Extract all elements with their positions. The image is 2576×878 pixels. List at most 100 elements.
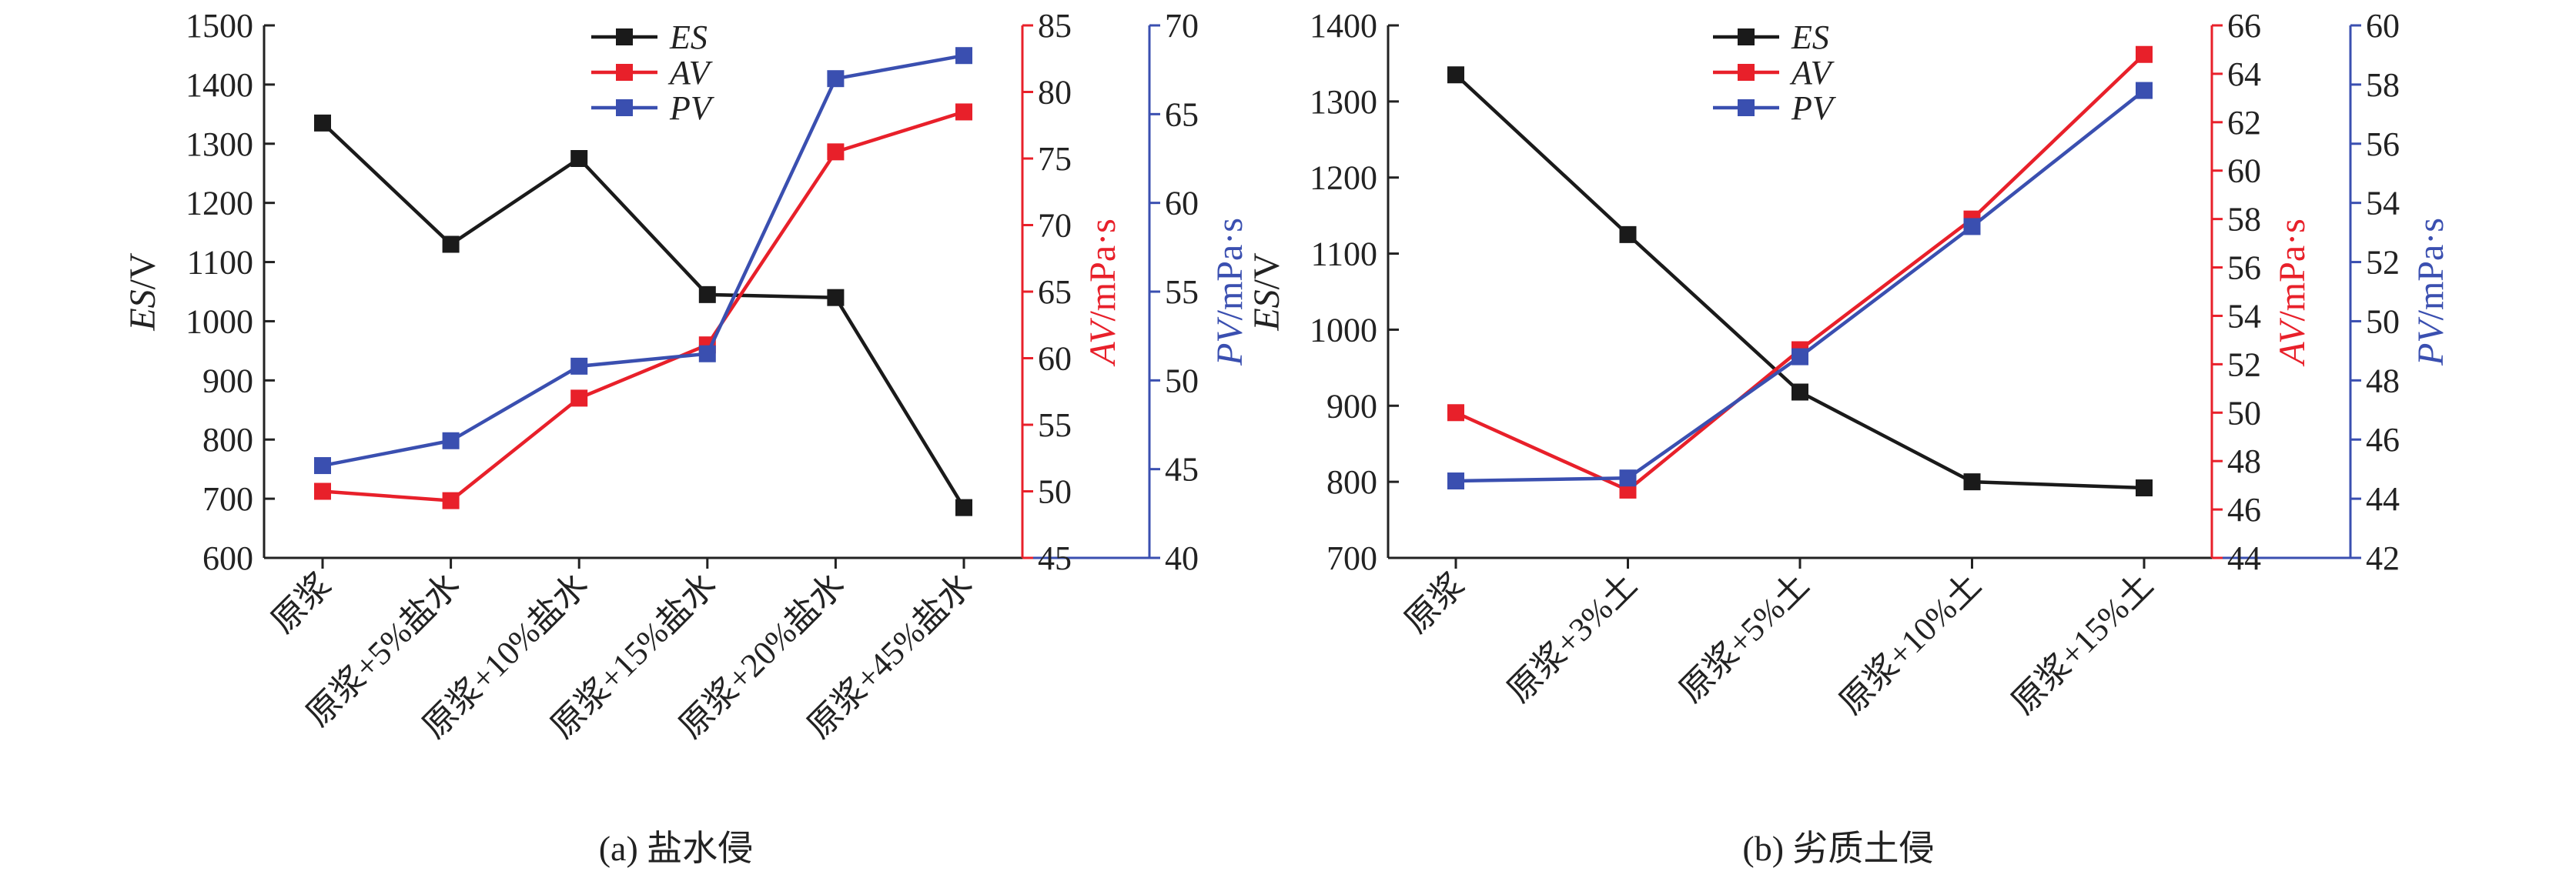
series-point-av [314, 482, 331, 500]
y-left-tick-label: 1100 [187, 244, 253, 282]
y-right1-tick-label: 62 [2227, 104, 2261, 142]
y-right1-axis-title-var: AV [2272, 318, 2313, 367]
y-right2-tick-label: 55 [1165, 273, 1199, 311]
y-right2-tick-label: 52 [2366, 244, 2400, 282]
x-tick-label: 原浆+15%土 [2005, 566, 2161, 722]
y-left-axis-title-unit: /V [1246, 252, 1287, 289]
y-right2-axis-title-var: PV [1209, 317, 1250, 366]
series-point-pv [442, 432, 460, 449]
y-right2-tick-label: 56 [2366, 125, 2400, 163]
series-point-pv [314, 457, 331, 475]
y-left-tick-label: 1500 [186, 7, 253, 45]
chart-caption: (b) 劣质土侵 [1742, 829, 1934, 868]
legend-marker [1738, 64, 1755, 81]
y-right1-tick-label: 60 [1038, 340, 1072, 378]
y-right2-tick-label: 44 [2366, 480, 2400, 518]
y-right2-tick-label: 60 [2366, 7, 2400, 45]
y-right1-tick-label: 65 [1038, 273, 1072, 311]
y-left-tick-label: 1300 [186, 125, 253, 163]
series-point-es [955, 499, 972, 516]
y-right1-tick-label: 64 [2227, 55, 2261, 93]
series-point-es [314, 114, 331, 132]
y-left-tick-label: 1000 [186, 302, 253, 340]
y-right2-tick-label: 46 [2366, 421, 2400, 459]
series-line-pv [322, 53, 965, 468]
legend-label-es: ES [669, 18, 708, 56]
y-right1-tick-label: 60 [2227, 152, 2261, 190]
y-left-tick-label: 900 [202, 362, 253, 399]
y-right2-tick-label: 40 [1165, 539, 1199, 577]
y-right2-axis-title-var: PV [2410, 317, 2451, 366]
chart-a: 600 700 800 900 1000 1100 1200 1300 1400 1500 45 50… [122, 7, 1250, 868]
y-right2-tick-label: 60 [1165, 185, 1199, 222]
chart-b: 700 800 900 1000 1100 1200 1300 1400 44 46 48 50 52 5… [1246, 7, 2451, 868]
series-point-pv [1619, 469, 1637, 487]
y-right1-tick-label: 85 [1038, 7, 1072, 45]
y-right1-tick-label: 50 [2227, 394, 2261, 432]
y-right1-tick-label: 52 [2227, 346, 2261, 383]
y-right1-tick-label: 58 [2227, 201, 2261, 239]
legend-label-av: AV [1789, 54, 1835, 92]
x-tick-label: 原浆+10%土 [1832, 566, 1989, 722]
legend-marker [1738, 99, 1755, 116]
series-point-av [442, 492, 460, 509]
y-left-axis-title: ES/V [1246, 252, 1287, 332]
legend-marker [1738, 28, 1755, 45]
series-point-es [698, 285, 716, 303]
series-line-av [322, 110, 965, 502]
y-left-tick-label: 800 [202, 421, 253, 459]
y-right1-axis-title-var: AV [1082, 318, 1123, 367]
y-right2-tick-label: 48 [2366, 362, 2400, 399]
series-point-av [955, 103, 972, 121]
series-point-es [827, 289, 845, 306]
y-right2-tick-label: 42 [2366, 539, 2400, 577]
y-left-axis-title-var: ES [1246, 289, 1287, 331]
series-line-es [321, 122, 965, 509]
y-right1-tick-label: 45 [1038, 539, 1072, 577]
series-point-es [1791, 383, 1808, 401]
y-right1-tick-label: 80 [1038, 74, 1072, 112]
series-point-es [1963, 473, 1981, 491]
series-point-pv [827, 70, 845, 88]
y-left-axis-title-var: ES [122, 289, 163, 331]
series-point-pv [1963, 218, 1981, 235]
series-point-es [1619, 225, 1637, 243]
x-tick-label: 原浆+5%土 [1672, 566, 1816, 709]
y-right1-tick-label: 56 [2227, 249, 2261, 287]
y-left-tick-label: 1000 [1310, 311, 1377, 349]
series-point-es [570, 150, 588, 167]
y-left-tick-label: 700 [202, 480, 253, 518]
y-right1-axis-title: AV/mPa·s [2272, 219, 2313, 367]
y-right1-axis-title-unit: /mPa·s [2272, 219, 2313, 321]
series-point-av [1447, 404, 1464, 422]
y-right2-axis-title-unit: /mPa·s [1209, 218, 1250, 320]
series-point-av [2136, 45, 2153, 63]
y-right1-tick-label: 46 [2227, 491, 2261, 529]
y-left-tick-label: 900 [1326, 387, 1377, 425]
series-point-av [570, 389, 588, 407]
legend-marker [616, 28, 633, 45]
y-right2-tick-label: 65 [1165, 95, 1199, 133]
y-right2-tick-label: 50 [2366, 302, 2400, 340]
legend-label-av: AV [667, 54, 714, 92]
y-right2-tick-label: 54 [2366, 185, 2400, 222]
series-point-pv [698, 345, 716, 362]
y-left-tick-label: 700 [1326, 539, 1377, 577]
legend-label-pv: PV [669, 89, 715, 127]
series-point-es [442, 235, 460, 253]
y-right2-axis-title: PV/mPa·s [1209, 218, 1250, 366]
y-right2-axis-title-unit: /mPa·s [2410, 218, 2451, 320]
series-point-av [827, 143, 845, 161]
y-right2-tick-label: 50 [1165, 362, 1199, 399]
y-left-axis-title-unit: /V [122, 252, 163, 289]
series-point-es [2136, 479, 2153, 497]
series-point-pv [2136, 82, 2153, 99]
y-right1-tick-label: 66 [2227, 7, 2261, 45]
y-left-tick-label: 800 [1326, 463, 1377, 501]
y-right1-tick-label: 75 [1038, 140, 1072, 178]
y-left-tick-label: 1400 [1310, 7, 1377, 45]
y-right1-tick-label: 55 [1038, 406, 1072, 444]
y-left-tick-label: 1200 [1310, 159, 1377, 197]
series-line-pv [1455, 88, 2146, 483]
y-right2-axis-title: PV/mPa·s [2410, 218, 2451, 366]
